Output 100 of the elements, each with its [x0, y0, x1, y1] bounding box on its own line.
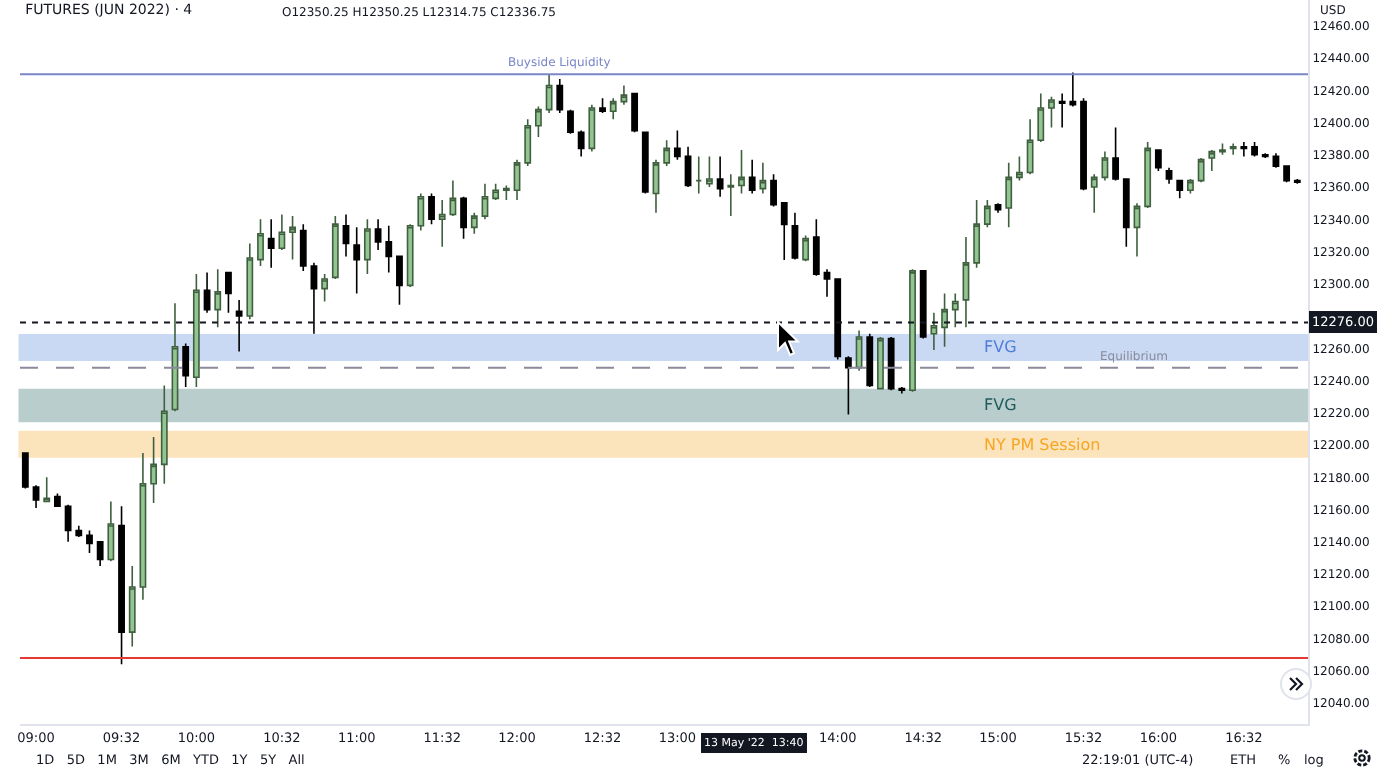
candlestick [160, 384, 168, 485]
candlestick [823, 268, 831, 298]
candlestick [1144, 141, 1152, 209]
candlestick [203, 271, 211, 314]
candlestick [1015, 155, 1023, 182]
candlestick [567, 108, 574, 135]
candlestick [192, 273, 200, 388]
candlestick [620, 84, 628, 106]
candlestick [481, 183, 489, 221]
candlestick [1240, 141, 1248, 158]
candlestick [919, 270, 927, 340]
candlestick [770, 173, 777, 208]
candlestick [641, 131, 649, 195]
candlestick [780, 201, 788, 261]
candlestick [1122, 178, 1130, 248]
candlestick [96, 541, 104, 567]
candlestick [1251, 141, 1258, 158]
candlestick [21, 452, 29, 490]
candlestick [738, 149, 745, 195]
candlestick [1283, 165, 1291, 183]
candlestick [834, 278, 842, 361]
candlestick [139, 452, 147, 601]
candlestick [1101, 150, 1109, 182]
candlestick [866, 332, 874, 388]
candlestick [428, 192, 435, 225]
candlestick [759, 162, 767, 195]
candlestick [396, 255, 403, 306]
candlestick [502, 184, 510, 201]
candlestick [257, 218, 264, 267]
candlestick [844, 355, 852, 416]
candlestick [235, 299, 243, 353]
candlestick [1090, 173, 1098, 214]
band-label: FVG [984, 338, 1017, 356]
candlestick [267, 218, 275, 269]
candlestick [962, 236, 970, 329]
candlestick [973, 199, 981, 269]
candlestick [278, 213, 286, 251]
candlestick [802, 234, 810, 263]
candlestick [909, 268, 916, 393]
candlestick [1261, 152, 1269, 159]
candlestick [171, 302, 179, 412]
candlestick [1133, 202, 1141, 258]
candlestick [182, 342, 190, 388]
candlestick [310, 262, 318, 335]
band-label: NY PM Session [984, 436, 1101, 454]
candlestick [706, 155, 713, 188]
candlestick [150, 436, 158, 504]
candlestick [983, 199, 991, 229]
candlestick [363, 218, 371, 275]
candlestick [32, 484, 40, 509]
candlestick [556, 78, 564, 114]
candlestick [951, 292, 959, 329]
candlestick [86, 529, 93, 554]
candlestick [225, 271, 232, 314]
candlestick [716, 155, 724, 198]
candlestick [214, 268, 222, 329]
candlestick [128, 565, 136, 648]
candlestick [1219, 142, 1226, 156]
candlestick [1187, 178, 1194, 195]
candlestick [43, 476, 51, 503]
candlestick [492, 183, 500, 201]
candlestick [1208, 149, 1216, 172]
candlestick [652, 158, 660, 214]
candlestick [599, 97, 606, 114]
candlestick [941, 292, 948, 348]
candlestick [107, 500, 115, 562]
band-label: FVG [984, 396, 1017, 414]
candlestick [353, 226, 361, 295]
candlestick [791, 212, 799, 261]
candlestick [695, 155, 703, 195]
candlestick [1154, 149, 1162, 172]
candlestick [299, 223, 307, 272]
candlestick [54, 492, 61, 508]
candlestick [631, 92, 639, 134]
candlestick [460, 195, 467, 240]
candlestick [748, 158, 756, 195]
candlestick [321, 273, 329, 303]
candlestick [609, 97, 617, 121]
candlestick [1229, 142, 1237, 156]
candlestick [342, 213, 350, 258]
candlestick [684, 145, 692, 188]
candlestick [930, 312, 938, 351]
candlestick [289, 215, 296, 261]
candlestick [877, 336, 884, 390]
candlestick [1165, 166, 1173, 185]
candlestick [524, 118, 532, 167]
candlestick [1048, 95, 1055, 129]
candlestick [1080, 97, 1087, 192]
candlestick [663, 139, 671, 167]
candlestick [1112, 126, 1120, 182]
candlestick [1005, 162, 1013, 229]
candlestick [534, 105, 542, 138]
candlestick [246, 242, 254, 321]
candlestick [577, 129, 585, 158]
candlestick [331, 215, 339, 280]
candlestick [588, 104, 596, 153]
candlestick [1197, 157, 1205, 183]
candlestick [545, 73, 553, 114]
candlestick [118, 505, 125, 666]
candlestick [1176, 179, 1184, 200]
